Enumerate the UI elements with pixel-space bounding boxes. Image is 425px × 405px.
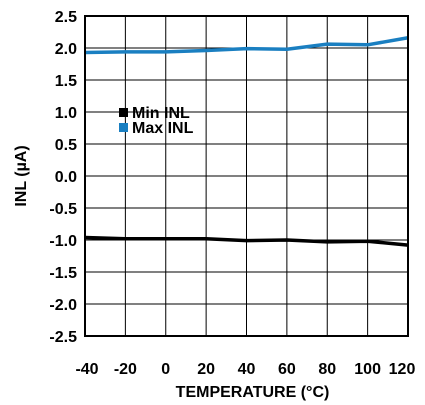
x-tick-label: 60 [278,361,296,378]
y-tick-label: 0.0 [55,169,77,186]
legend-swatch [119,123,128,132]
y-tick-label: 1.5 [55,73,77,90]
y-tick-label: 2.5 [55,9,77,26]
y-axis-title: INL (µA) [13,145,30,206]
y-tick-labels: 2.5 2.0 1.5 1.0 0.5 0.0 -0.5 -1.0 -1.5 -2.0 -2.5 [49,9,77,346]
x-tick-label: 20 [197,361,215,378]
x-tick-label: 40 [238,361,256,378]
x-tick-label: -40 [75,361,98,378]
legend-swatch [119,108,128,117]
grid [84,15,409,337]
x-tick-label: 100 [354,361,381,378]
x-tick-label: -20 [114,361,137,378]
legend-label: Max INL [132,120,194,137]
y-tick-label: 2.0 [55,41,77,58]
x-tick-label: 120 [389,361,416,378]
y-tick-label: -0.5 [49,201,77,218]
plot-series [84,36,409,247]
y-tick-label: 0.5 [55,137,77,154]
y-tick-label: -1.5 [49,265,77,282]
series-line-min-inl [84,235,409,247]
y-tick-label: -2.0 [49,297,77,314]
x-tick-label: 0 [161,361,170,378]
y-tick-label: 1.0 [55,105,77,122]
x-tick-labels: -40 -20 0 20 40 60 80 100 120 [75,361,415,378]
series-line-max-inl [84,36,409,55]
plot-frame [84,15,409,337]
y-tick-label: -1.0 [49,233,77,250]
x-tick-label: 80 [318,361,336,378]
legend-label: Min INL [132,105,190,122]
y-tick-label: -2.5 [49,329,77,346]
x-axis-title: TEMPERATURE (°C) [176,384,330,401]
